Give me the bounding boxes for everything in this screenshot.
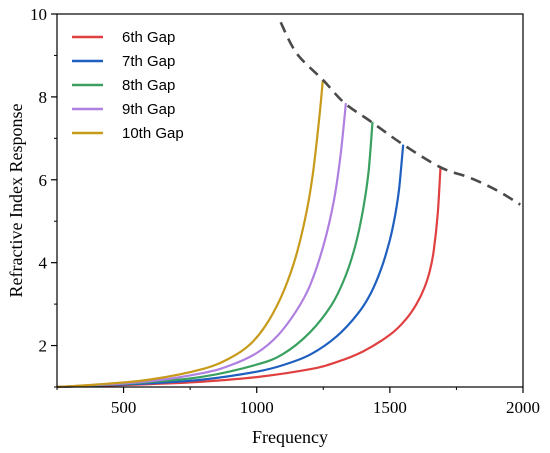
y-tick-label-4: 4 [39, 254, 48, 273]
series-line-5 [56, 80, 324, 389]
y-tick-label-6: 6 [39, 171, 48, 190]
y-axis-label: Refractive Index Response [6, 104, 26, 298]
legend: 6th Gap 7th Gap 8th Gap 9th Gap 10th Gap [72, 29, 184, 142]
y-tick-label-10: 10 [30, 5, 47, 24]
legend-label-5: 10th Gap [122, 125, 184, 142]
x-tick-label-1000: 1000 [240, 398, 274, 417]
axes-layer: 500 1000 1500 2000 2 4 6 8 10 [30, 5, 540, 417]
legend-label-4: 9th Gap [122, 101, 175, 118]
envelope-dashed-line [279, 21, 521, 206]
series-line-4 [56, 102, 347, 389]
envelope-layer [279, 21, 521, 206]
y-tick-label-8: 8 [39, 88, 48, 107]
legend-label-3: 8th Gap [122, 77, 175, 94]
x-tick-label-1500: 1500 [373, 398, 407, 417]
legend-label-1: 6th Gap [122, 29, 175, 46]
y-tick-label-2: 2 [39, 337, 48, 356]
x-axis-label: Frequency [252, 427, 328, 447]
series-line-3 [56, 121, 374, 389]
x-tick-label-2000: 2000 [506, 398, 540, 417]
series-layer [56, 80, 442, 389]
x-tick-label-500: 500 [111, 398, 137, 417]
series-line-2 [56, 144, 405, 389]
legend-label-2: 7th Gap [122, 53, 175, 70]
plot-frame [56, 13, 524, 388]
series-line-1 [56, 167, 442, 389]
